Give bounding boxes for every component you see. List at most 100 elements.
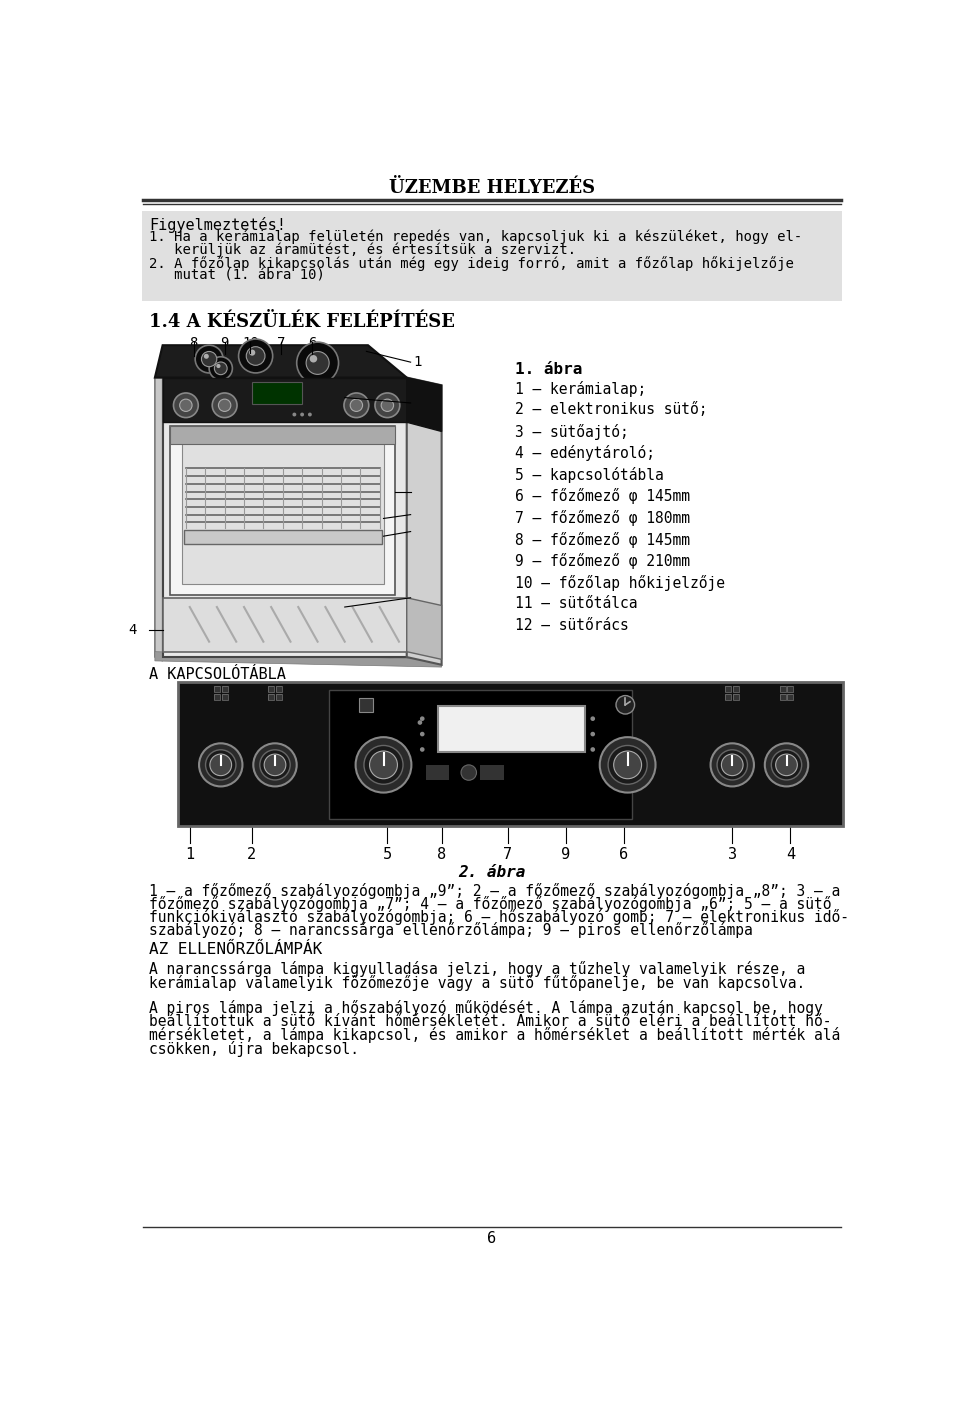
Circle shape [174, 392, 199, 417]
Text: 9: 9 [221, 336, 228, 350]
Circle shape [306, 352, 329, 374]
Text: csökken, újra bekapcsol.: csökken, újra bekapcsol. [150, 1041, 359, 1058]
Circle shape [293, 413, 297, 416]
Text: 5: 5 [383, 848, 392, 862]
Polygon shape [170, 426, 396, 595]
Circle shape [590, 747, 595, 752]
Bar [222, 686, 228, 692]
Circle shape [204, 354, 209, 359]
Text: 3 – sütőajtó;: 3 – sütőajtó; [516, 423, 629, 440]
Text: A piros lámpa jelzi a hőszabályozó működését. A lámpa azután kapcsol be, hogy: A piros lámpa jelzi a hőszabályozó működ… [150, 1000, 824, 1016]
Polygon shape [170, 426, 396, 444]
Circle shape [210, 754, 231, 776]
Bar [733, 686, 739, 692]
Bar [725, 686, 732, 692]
Polygon shape [182, 434, 383, 584]
Circle shape [420, 731, 424, 737]
Text: 1: 1 [185, 848, 194, 862]
Bar [480, 765, 504, 780]
Polygon shape [407, 377, 442, 432]
Circle shape [420, 747, 424, 752]
Text: kerüljük az áramütést, és értesítsük a szervizt.: kerüljük az áramütést, és értesítsük a s… [150, 242, 577, 258]
Text: 1.4 A KÉSZÜLÉK FELÉPÍTÉSE: 1.4 A KÉSZÜLÉK FELÉPÍTÉSE [150, 312, 455, 331]
Circle shape [717, 750, 748, 780]
Circle shape [205, 750, 236, 780]
Text: 8: 8 [189, 336, 198, 350]
Circle shape [214, 361, 228, 374]
Text: 7: 7 [277, 336, 285, 350]
Bar [222, 693, 228, 700]
Bar [359, 698, 372, 712]
Text: 4: 4 [786, 848, 795, 862]
Text: 3: 3 [413, 591, 421, 605]
Text: A narancssárga lámpa kigyulladása jelzi, hogy a tűzhely valamelyik része, a: A narancssárga lámpa kigyulladása jelzi,… [150, 961, 805, 978]
Polygon shape [407, 377, 442, 664]
Text: beállítottuk a sütő kívánt hőmérsékletét. Amikor a sütő eléri a beállított hő-: beállítottuk a sütő kívánt hőmérsékletét… [150, 1013, 832, 1028]
Circle shape [608, 745, 647, 785]
Text: A KAPCSOLÓTÁBLA: A KAPCSOLÓTÁBLA [150, 667, 286, 682]
Text: 6: 6 [308, 336, 317, 350]
Circle shape [771, 750, 802, 780]
Text: 1 – a főzőmező szabályozógombja „9”; 2 – a főzőmező szabályozógombja „8”; 3 – a: 1 – a főzőmező szabályozógombja „9”; 2 –… [150, 883, 841, 898]
Bar [268, 686, 275, 692]
Circle shape [253, 744, 297, 786]
Circle shape [212, 392, 237, 417]
Bar [725, 686, 732, 692]
Circle shape [209, 357, 232, 380]
Polygon shape [155, 377, 162, 661]
Circle shape [264, 754, 286, 776]
Bar [787, 686, 794, 692]
Circle shape [776, 754, 798, 776]
Text: 8: 8 [437, 848, 446, 862]
Bar [214, 693, 220, 700]
Circle shape [300, 413, 304, 416]
Circle shape [250, 350, 255, 356]
Bar [438, 706, 585, 752]
Text: 1 – kerámialap;: 1 – kerámialap; [516, 381, 646, 396]
Text: 10 – főzőlap hőkijelzője: 10 – főzőlap hőkijelzője [516, 574, 725, 591]
Circle shape [710, 744, 754, 786]
Bar [252, 382, 302, 403]
Text: 1. Ha a kerámialap felületén repedés van, kapcsoljuk ki a készüléket, hogy el-: 1. Ha a kerámialap felületén repedés van… [150, 230, 803, 244]
Bar [142, 212, 842, 301]
Bar [733, 693, 739, 700]
Circle shape [350, 399, 363, 412]
Circle shape [199, 744, 243, 786]
Bar [179, 682, 843, 827]
Polygon shape [162, 598, 407, 651]
Circle shape [375, 392, 399, 417]
Circle shape [461, 765, 476, 780]
Text: 12 – sütőrács: 12 – sütőrács [516, 618, 629, 633]
Circle shape [364, 745, 403, 785]
Bar [725, 693, 732, 700]
Text: 5 – kapcsolótábla: 5 – kapcsolótábla [516, 467, 664, 483]
Text: 1: 1 [413, 356, 421, 368]
Circle shape [370, 751, 397, 779]
Text: +: + [488, 768, 496, 782]
Bar [329, 691, 632, 818]
Text: 4: 4 [129, 623, 137, 637]
Polygon shape [155, 345, 407, 377]
Circle shape [297, 342, 339, 384]
Circle shape [216, 364, 221, 368]
Text: 13.20: 13.20 [453, 709, 570, 747]
Circle shape [765, 744, 808, 786]
Circle shape [247, 346, 265, 366]
Circle shape [444, 720, 447, 724]
Bar [780, 686, 785, 692]
Text: Figyelmeztetés!: Figyelmeztetés! [150, 217, 286, 233]
Circle shape [202, 352, 217, 367]
Circle shape [420, 716, 424, 722]
Text: 9: 9 [561, 848, 570, 862]
Bar [359, 698, 372, 712]
Circle shape [260, 750, 290, 780]
Bar [780, 693, 785, 700]
Circle shape [195, 345, 223, 373]
Bar [214, 686, 220, 692]
Circle shape [418, 720, 422, 724]
Text: mutat (1. ábra 10): mutat (1. ábra 10) [150, 269, 325, 283]
Bar [787, 693, 794, 700]
Bar [214, 693, 220, 700]
Bar [780, 693, 785, 700]
Bar [222, 686, 228, 692]
